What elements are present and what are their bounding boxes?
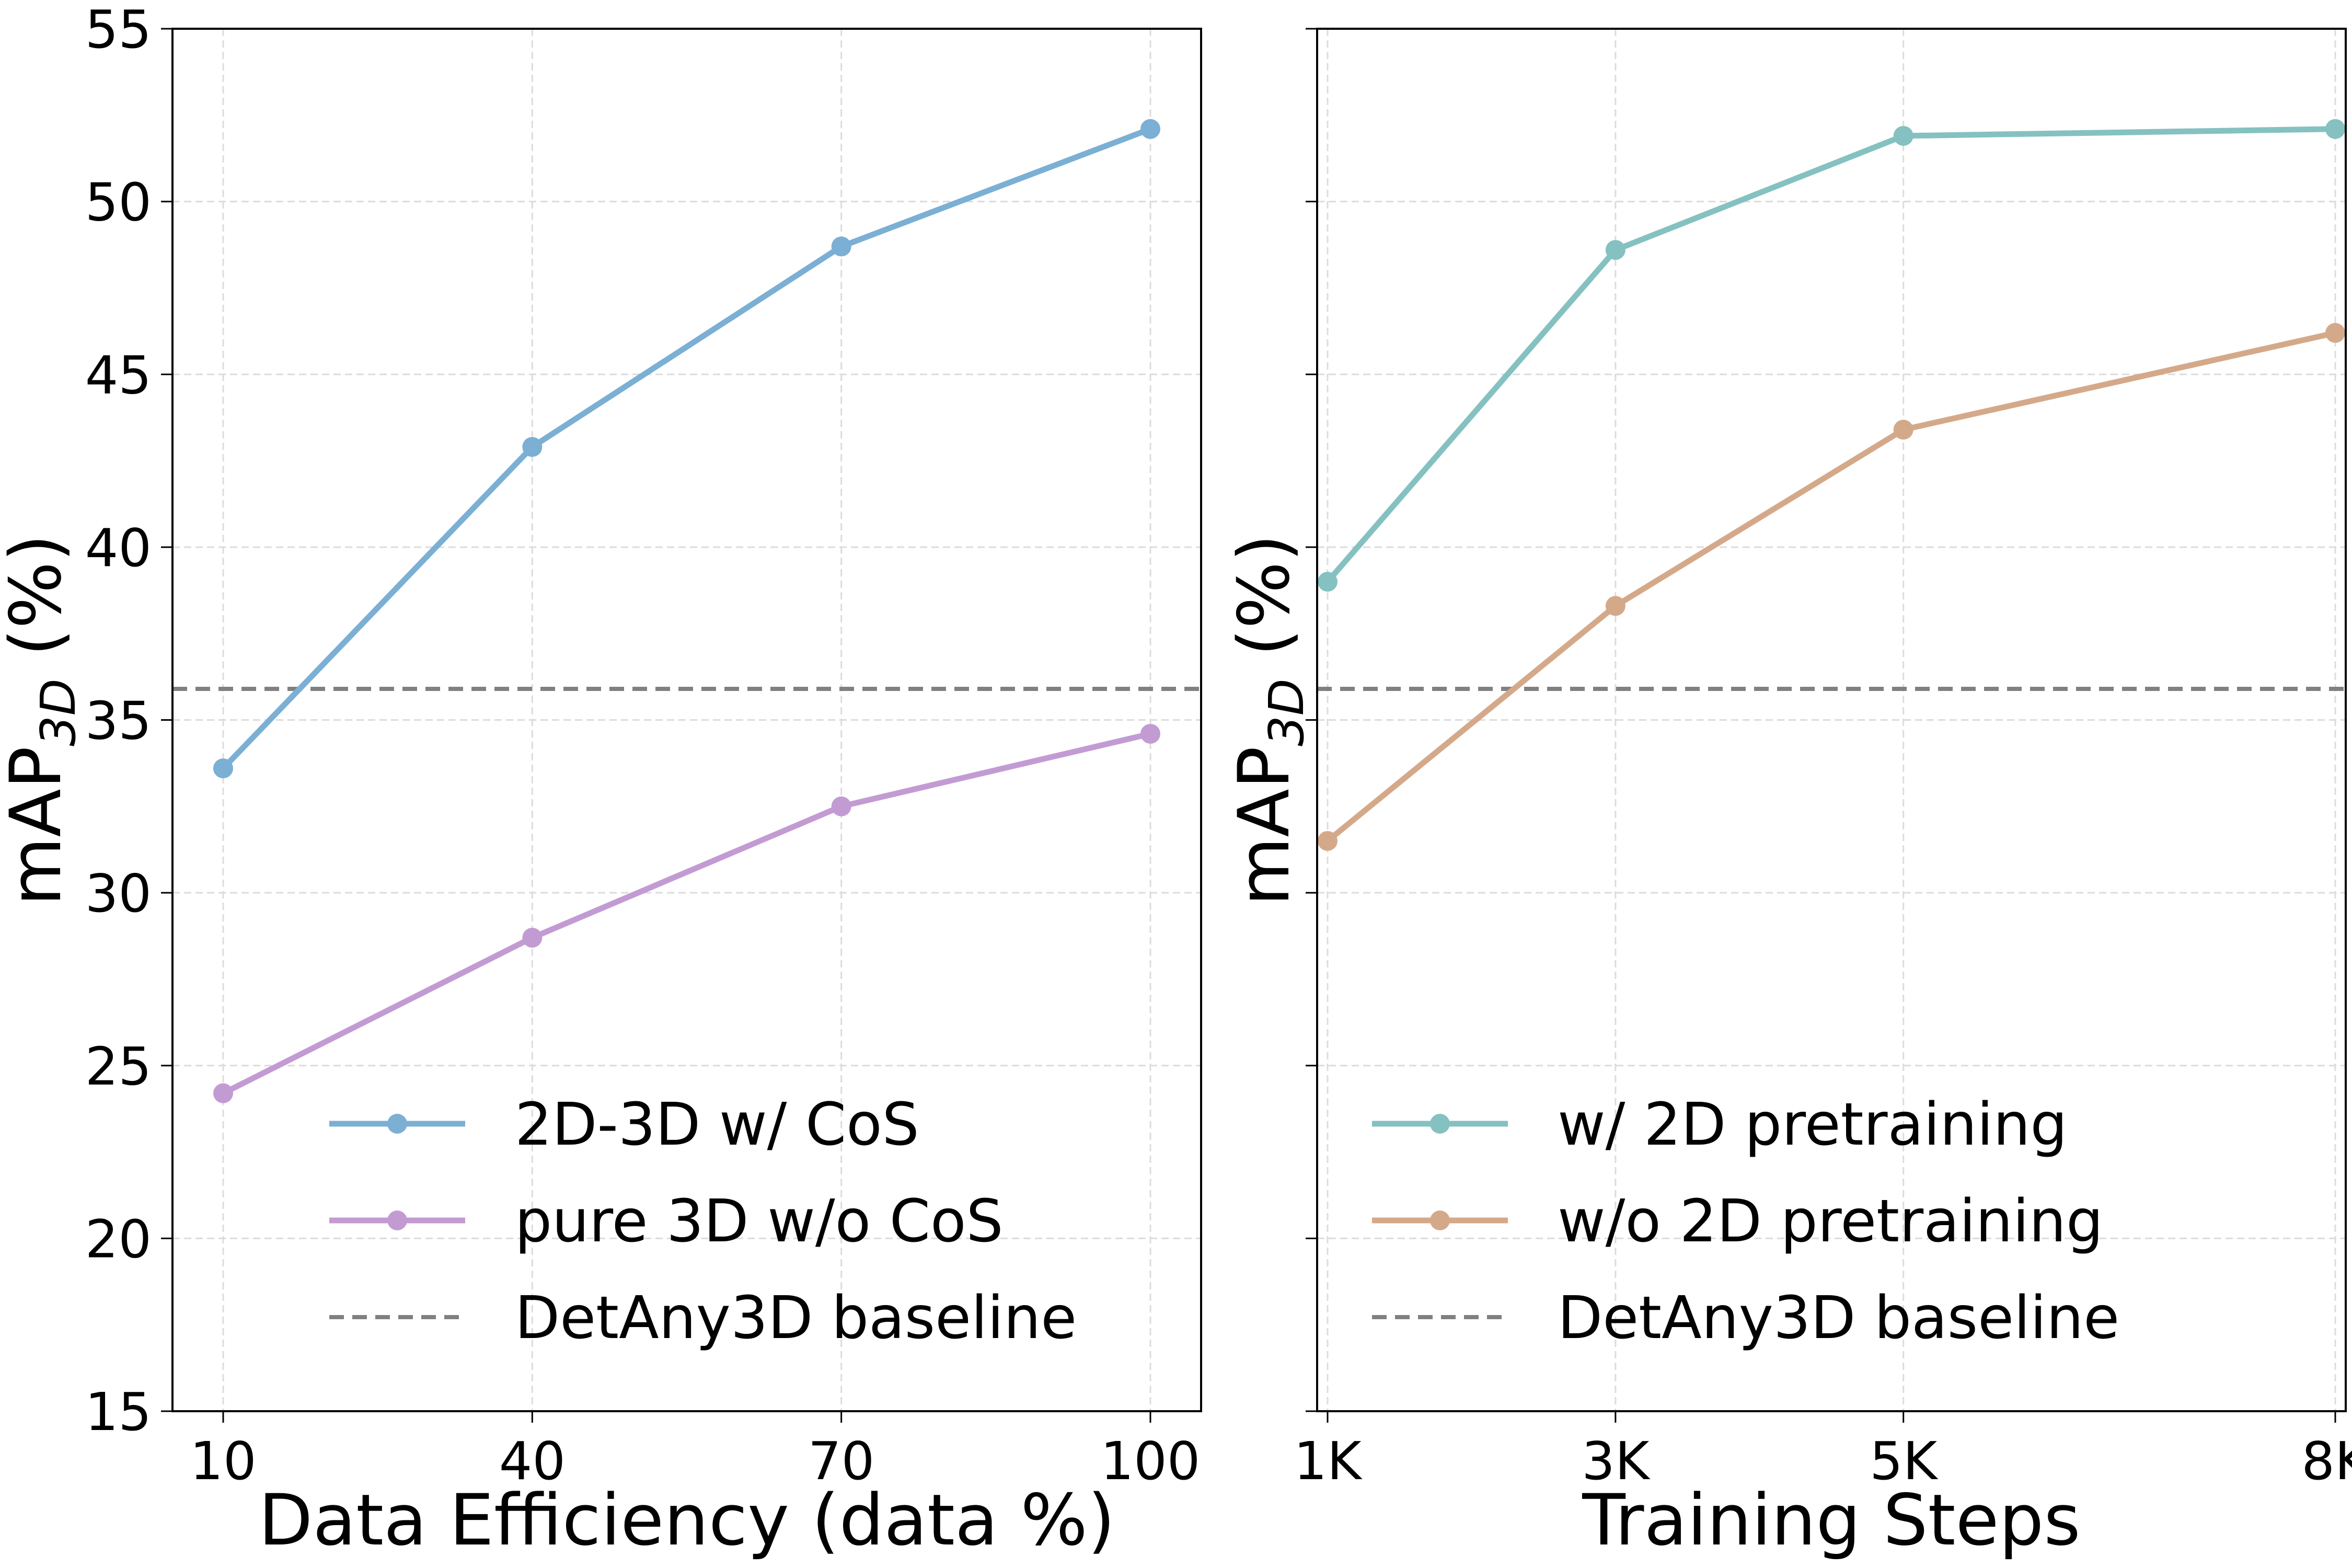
series-1 — [1318, 119, 2345, 592]
legend-label: DetAny3D baseline — [1558, 1284, 2119, 1352]
y-tick-label: 55 — [85, 0, 152, 60]
x-tick-label: 70 — [808, 1431, 874, 1492]
data-point — [522, 928, 543, 948]
plot-frame — [1316, 28, 2347, 1412]
y-tick-label: 15 — [85, 1381, 152, 1443]
legend-item: w/ 2D pretraining — [1372, 1091, 2068, 1159]
legend-item: DetAny3D baseline — [1372, 1284, 2119, 1352]
y-tick-label: 45 — [85, 344, 152, 406]
legend-swatch-marker — [387, 1210, 407, 1230]
y-tick-label: 40 — [85, 517, 152, 579]
legend: 2D-3D w/ CoS pure 3D w/o CoS DetAny3D base… — [329, 1091, 1077, 1352]
y-tick-label: 50 — [85, 172, 152, 233]
x-axis-ticks: 1K 3K 5K 8K — [1294, 1411, 2352, 1492]
data-point — [2325, 119, 2345, 139]
y-tick-label: 35 — [85, 690, 152, 752]
legend-swatch-marker — [1430, 1210, 1450, 1230]
y-axis-label-suffix: (%) — [0, 534, 77, 679]
data-point — [1605, 596, 1625, 616]
legend-label: w/ 2D pretraining — [1558, 1091, 2068, 1159]
series-line — [220, 731, 1154, 1097]
x-tick-label: 8K — [2301, 1431, 2352, 1492]
grid — [172, 28, 1201, 1412]
series-line — [220, 126, 1154, 771]
legend-item: DetAny3D baseline — [329, 1284, 1077, 1352]
x-axis-label: Data Efficiency (data %) — [258, 1479, 1115, 1561]
data-point — [2325, 322, 2345, 343]
legend-label: DetAny3D baseline — [515, 1284, 1077, 1352]
y-tick-label: 30 — [85, 863, 152, 924]
data-point — [1318, 831, 1338, 851]
x-tick-label: 40 — [499, 1431, 566, 1492]
x-tick-label: 100 — [1101, 1431, 1201, 1492]
y-axis-label-main: mAP — [1223, 746, 1305, 906]
y-axis-label-main: mAP — [0, 746, 77, 906]
series-1 — [213, 119, 1160, 779]
data-point — [213, 758, 233, 779]
plot-frame — [171, 28, 1202, 1412]
data-point — [522, 437, 543, 457]
x-tick-label: 5K — [1870, 1431, 1939, 1492]
legend-label: 2D-3D w/ CoS — [515, 1091, 919, 1159]
data-point — [1605, 240, 1625, 260]
x-axis-label: Training Steps — [1582, 1479, 2080, 1561]
right-chart: 1K 3K 5K 8K Training Steps mAP3D (%) w/ 2D pre… — [1223, 28, 2352, 1561]
data-point — [1140, 119, 1160, 139]
legend: w/ 2D pretraining w/o 2D pretraining DetAn… — [1372, 1091, 2119, 1352]
y-axis-label: mAP3D (%) — [0, 534, 86, 906]
data-point — [1318, 572, 1338, 592]
x-tick-label: 10 — [190, 1431, 256, 1492]
legend-label: w/o 2D pretraining — [1558, 1187, 2103, 1255]
legend-item: w/o 2D pretraining — [1372, 1187, 2103, 1255]
legend-item: pure 3D w/o CoS — [329, 1187, 1004, 1255]
x-tick-label: 1K — [1294, 1431, 1363, 1492]
y-tick-label: 25 — [85, 1036, 152, 1097]
y-axis-label-suffix: (%) — [1223, 534, 1305, 679]
data-point — [1893, 420, 1913, 440]
series-line — [1324, 330, 2338, 844]
series-line — [1324, 126, 2338, 585]
data-point — [213, 1083, 233, 1103]
data-point — [831, 236, 851, 257]
data-point — [1140, 723, 1160, 744]
legend-label: pure 3D w/o CoS — [515, 1187, 1004, 1255]
x-tick-label: 3K — [1582, 1431, 1651, 1492]
legend-item: 2D-3D w/ CoS — [329, 1091, 919, 1159]
data-point — [1893, 125, 1913, 146]
series-2 — [213, 723, 1160, 1103]
y-axis-label-subscript: 3D — [1259, 678, 1315, 746]
y-axis-ticks: 15 20 25 30 35 40 45 50 55 — [85, 0, 172, 1443]
y-axis-label-subscript: 3D — [30, 678, 86, 746]
x-axis-ticks: 10 40 70 100 — [190, 1411, 1200, 1492]
y-tick-label: 20 — [85, 1208, 152, 1270]
y-axis-ticks — [1306, 28, 1317, 1412]
y-axis-label: mAP3D (%) — [1223, 534, 1315, 906]
legend-swatch-marker — [1430, 1114, 1450, 1134]
data-point — [831, 796, 851, 816]
series-2 — [1318, 322, 2345, 851]
legend-swatch-marker — [387, 1114, 407, 1134]
